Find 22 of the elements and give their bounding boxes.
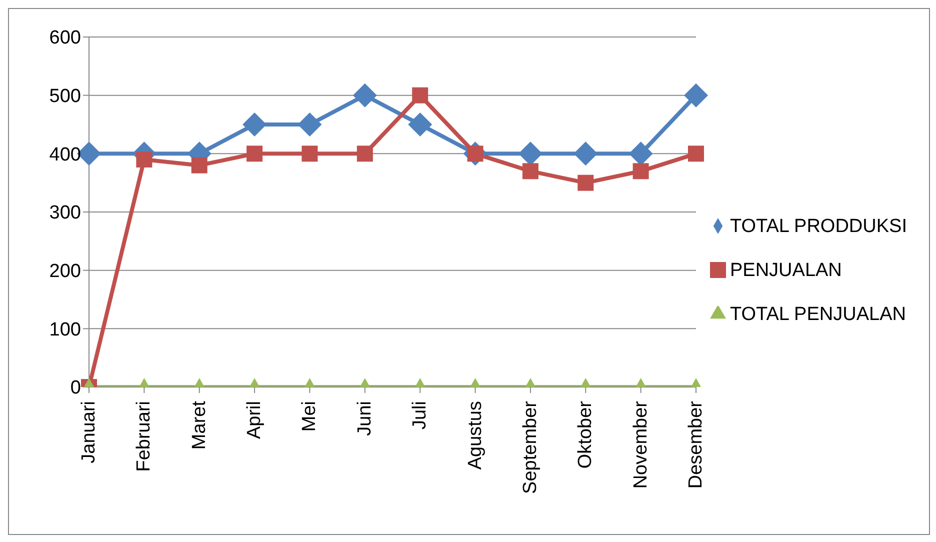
y-tick-label: 300 [49,202,81,224]
x-tick-label: Mei [299,401,320,432]
x-tick-label: Oktober [575,400,596,469]
x-tick-label: Maret [188,400,210,450]
x-tick-label: Juni [354,401,376,436]
y-tick-label: 400 [49,144,81,166]
y-tick-label: 500 [49,86,81,108]
x-tick-label: September [520,400,541,494]
x-tick-label: Juli [410,401,431,430]
legend-label: TOTAL PENJUALAN [730,304,906,324]
y-tick-label: 100 [49,319,81,340]
x-tick-label: Agustus [464,401,486,470]
y-tick-label: 600 [49,28,81,49]
legend-label: PENJUALAN [730,260,842,280]
x-tick-label: Februari [134,401,155,472]
x-tick-label: November [630,400,652,489]
legend-label: TOTAL PRODDUKSI [730,216,907,236]
y-tick-label: 200 [49,261,81,282]
x-tick-label: Desember [685,400,706,489]
x-tick-label: Januari [78,401,100,464]
y-tick-label: 0 [70,378,81,399]
x-tick-label: April [244,401,266,440]
